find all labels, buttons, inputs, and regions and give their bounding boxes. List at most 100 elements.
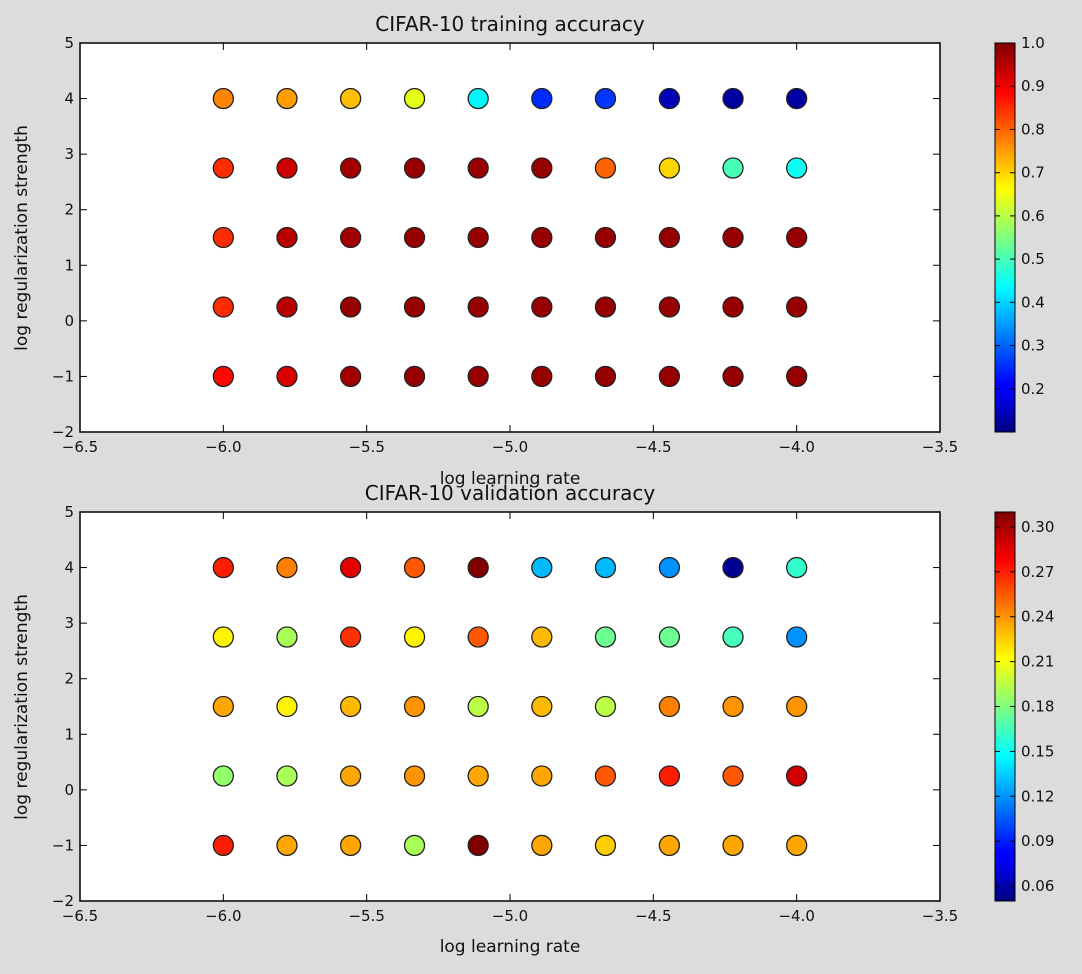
scatter-point bbox=[276, 695, 298, 718]
scatter-point bbox=[212, 626, 234, 648]
scatter-point bbox=[658, 626, 681, 648]
scatter-point bbox=[467, 695, 489, 718]
y-tick-label: −1 bbox=[52, 367, 74, 385]
colorbar-tick-label: 0.30 bbox=[1021, 518, 1054, 536]
y-tick-label: 4 bbox=[64, 90, 74, 108]
scatter-point bbox=[786, 226, 808, 249]
colorbar-tick-label: 1.0 bbox=[1021, 34, 1045, 52]
scatter-point bbox=[594, 626, 617, 648]
scatter-point bbox=[594, 556, 617, 579]
scatter-point bbox=[786, 157, 808, 179]
scatter-point bbox=[276, 626, 298, 648]
scatter-point bbox=[594, 365, 617, 388]
scatter-point bbox=[467, 296, 489, 318]
scatter-point bbox=[339, 556, 362, 579]
validation-plot-area bbox=[79, 511, 941, 902]
scatter-point bbox=[786, 365, 808, 388]
scatter-point bbox=[467, 626, 489, 648]
x-tick-label: −5.0 bbox=[492, 438, 528, 456]
y-tick-label: −2 bbox=[52, 892, 74, 910]
y-tick-label: −1 bbox=[52, 836, 74, 854]
scatter-point bbox=[467, 765, 489, 787]
scatter-point bbox=[658, 695, 681, 718]
scatter-point bbox=[786, 296, 808, 318]
scatter-point bbox=[658, 765, 681, 787]
scatter-point bbox=[276, 834, 298, 857]
training-x-axis-label: log learning rate bbox=[440, 469, 581, 489]
scatter-point bbox=[339, 834, 362, 857]
training-gridmarks: −6.5 −6.0 −5.5 −5.0 −4.5 −4.0 −3.5 −2 −1 0 1 2 3 4 5 bbox=[52, 34, 958, 456]
validation-accuracy-panel: CIFAR-10 validation accuracy −6.5 −6.0 −5.… bbox=[12, 481, 1054, 957]
scatter-point bbox=[658, 226, 681, 249]
scatter-point bbox=[339, 365, 362, 388]
y-tick-label: 3 bbox=[64, 614, 74, 632]
colorbar-tick-label: 0.6 bbox=[1021, 207, 1045, 225]
y-tick-label: 0 bbox=[64, 781, 74, 799]
colorbar-tick-label: 0.15 bbox=[1021, 742, 1054, 760]
scatter-point bbox=[531, 556, 553, 579]
colorbar-tick-label: 0.3 bbox=[1021, 337, 1045, 355]
scatter-point bbox=[786, 695, 808, 718]
scatter-point bbox=[403, 87, 426, 110]
scatter-point bbox=[403, 157, 426, 179]
scatter-point bbox=[212, 296, 234, 318]
training-plot-area bbox=[79, 42, 941, 433]
y-tick-label: 1 bbox=[64, 725, 74, 743]
scatter-point bbox=[722, 695, 744, 718]
y-tick-label: 2 bbox=[64, 670, 74, 688]
colorbar-tick-label: 0.09 bbox=[1021, 832, 1054, 850]
scatter-point bbox=[786, 626, 808, 648]
scatter-point bbox=[403, 765, 426, 787]
x-tick-label: −4.5 bbox=[635, 438, 671, 456]
scatter-point bbox=[467, 365, 489, 388]
x-tick-label: −6.5 bbox=[62, 907, 98, 925]
scatter-point bbox=[594, 226, 617, 249]
colorbar-tick-label: 0.9 bbox=[1021, 77, 1045, 95]
scatter-point bbox=[658, 834, 681, 857]
scatter-point bbox=[212, 556, 234, 579]
scatter-point bbox=[339, 87, 362, 110]
scatter-point bbox=[722, 626, 744, 648]
colorbar-tick-label: 0.21 bbox=[1021, 653, 1054, 671]
scatter-point bbox=[467, 834, 489, 857]
scatter-point bbox=[276, 556, 298, 579]
scatter-point bbox=[531, 157, 553, 179]
colorbar-tick-label: 0.4 bbox=[1021, 293, 1045, 311]
scatter-point bbox=[594, 296, 617, 318]
colorbar-tick-label: 0.27 bbox=[1021, 563, 1054, 581]
training-chart-title: CIFAR-10 training accuracy bbox=[375, 12, 645, 36]
y-tick-label: 3 bbox=[64, 145, 74, 163]
training-colorbar bbox=[994, 42, 1016, 433]
scatter-point bbox=[212, 365, 234, 388]
scatter-point bbox=[722, 226, 744, 249]
training-colorbar-ticks: 0.2 0.3 0.4 0.5 0.6 0.7 0.8 0.9 1.0 bbox=[995, 34, 1045, 398]
scatter-point bbox=[594, 765, 617, 787]
scatter-point bbox=[403, 626, 426, 648]
scatter-point bbox=[276, 765, 298, 787]
colorbar-tick-label: 0.18 bbox=[1021, 698, 1054, 716]
y-tick-label: −2 bbox=[52, 423, 74, 441]
validation-y-axis-label: log regularization strength bbox=[12, 594, 32, 820]
scatter-point bbox=[276, 296, 298, 318]
scatter-point bbox=[276, 157, 298, 179]
y-tick-label: 1 bbox=[64, 256, 74, 274]
training-points bbox=[212, 87, 808, 388]
scatter-point bbox=[467, 157, 489, 179]
x-tick-label: −5.5 bbox=[348, 438, 384, 456]
scatter-point bbox=[786, 556, 808, 579]
scatter-point bbox=[531, 765, 553, 787]
scatter-point bbox=[276, 365, 298, 388]
scatter-point bbox=[403, 834, 426, 857]
y-tick-label: 2 bbox=[64, 201, 74, 219]
scatter-point bbox=[467, 226, 489, 249]
scatter-point bbox=[658, 365, 681, 388]
scatter-point bbox=[339, 765, 362, 787]
scatter-point bbox=[786, 765, 808, 787]
x-tick-label: −4.5 bbox=[635, 907, 671, 925]
scatter-point bbox=[339, 226, 362, 249]
scatter-point bbox=[467, 556, 489, 579]
scatter-point bbox=[212, 834, 234, 857]
scatter-point bbox=[403, 365, 426, 388]
validation-gridmarks: −6.5 −6.0 −5.5 −5.0 −4.5 −4.0 −3.5 −2 −1 0 1 2 3 4 5 bbox=[52, 503, 958, 925]
